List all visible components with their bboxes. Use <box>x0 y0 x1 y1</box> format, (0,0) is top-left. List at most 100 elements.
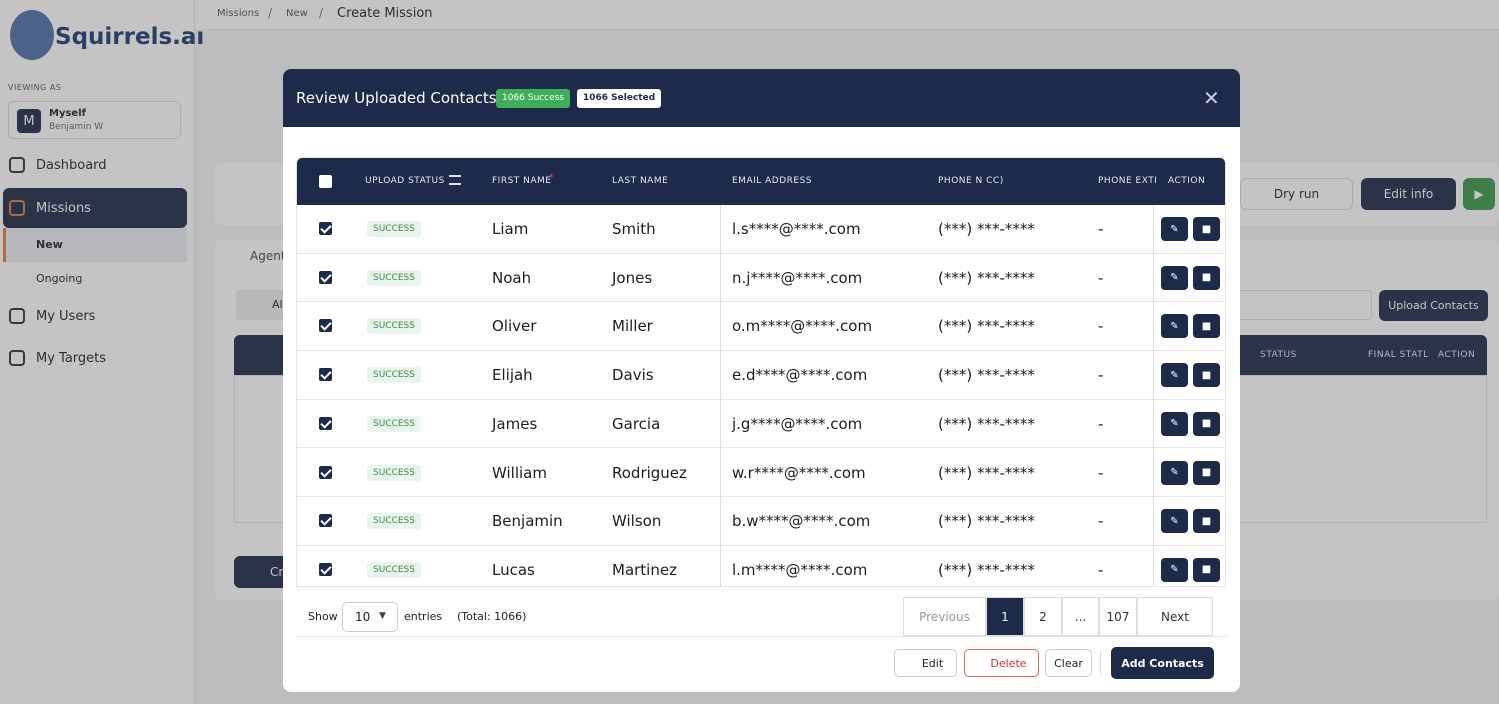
first-name: Oliver <box>492 317 537 336</box>
nav-icon <box>9 350 25 366</box>
row-checkbox[interactable] <box>319 416 332 430</box>
close-button[interactable]: ✕ <box>1203 86 1220 110</box>
delete-row-button[interactable]: ■ <box>1193 217 1220 241</box>
header-checkbox[interactable] <box>319 175 332 188</box>
breadcrumb[interactable]: New <box>286 8 308 19</box>
nav-item[interactable]: New <box>36 238 63 251</box>
row <box>297 351 1225 400</box>
edit-row-button[interactable]: ✎ <box>1161 314 1188 339</box>
row-checkbox[interactable] <box>319 465 332 479</box>
add-contacts-button[interactable]: Add Contacts <box>1111 647 1214 679</box>
edit-button[interactable]: Edit <box>894 649 957 677</box>
page-button[interactable]: ... <box>1062 597 1099 636</box>
row-checkbox[interactable] <box>319 319 332 333</box>
delete-row-button[interactable]: ■ <box>1193 557 1220 582</box>
nav-active <box>3 188 187 228</box>
edit-row-button[interactable]: ✎ <box>1161 217 1188 241</box>
footer-divider <box>296 636 1226 637</box>
breadcrumb[interactable]: Missions <box>217 8 260 19</box>
nav-item[interactable]: Ongoing <box>36 272 83 285</box>
edit-row-button[interactable]: ✎ <box>1161 460 1188 485</box>
row-checkbox[interactable] <box>319 222 332 235</box>
phone: (***) ***-**** <box>938 317 1035 336</box>
row <box>297 449 1225 498</box>
delete-row-button[interactable]: ■ <box>1193 460 1220 485</box>
page-button[interactable]: 107 <box>1099 597 1137 636</box>
nav-item[interactable]: Missions <box>36 201 91 216</box>
row-checkbox[interactable] <box>319 368 332 382</box>
phone-ext: - <box>1098 268 1104 287</box>
row-checkbox[interactable] <box>319 270 332 284</box>
delete-button[interactable]: Delete <box>964 649 1039 677</box>
page-button[interactable]: 1 <box>986 597 1024 636</box>
upload-contacts-button[interactable]: Upload Contacts <box>1379 290 1488 321</box>
user-name: Myself <box>49 108 86 119</box>
dry-run-button[interactable]: Dry run <box>1240 178 1353 210</box>
page-size-select[interactable]: 10 ▼ <box>342 602 398 632</box>
selected-badge: 1066 Selected <box>577 89 662 108</box>
phone: (***) ***-**** <box>938 366 1035 385</box>
row-checkbox[interactable] <box>319 562 332 576</box>
modal: Review Uploaded Contacts 1066 Success 10… <box>283 69 1240 692</box>
nav-item[interactable]: My Targets <box>36 351 107 366</box>
modal-title: Review Uploaded Contacts <box>296 89 497 107</box>
column-header[interactable]: PHONE N CC) <box>938 176 1004 186</box>
edit-row-button[interactable]: ✎ <box>1161 265 1188 290</box>
total: (Total: 1066) <box>457 610 527 623</box>
edit-info-button[interactable]: Edit info <box>1361 178 1456 210</box>
phone: (***) ***-**** <box>938 463 1035 482</box>
nav-icon <box>9 200 25 216</box>
column-header[interactable]: PHONE EXTI <box>1098 176 1158 186</box>
edit-row-button[interactable]: ✎ <box>1161 411 1188 436</box>
first-name: Benjamin <box>492 512 563 531</box>
play-button[interactable]: ▶ <box>1463 178 1495 210</box>
page-button[interactable]: 2 <box>1024 597 1062 636</box>
email: l.s****@****.com <box>732 220 861 238</box>
status-badge: SUCCESS <box>367 513 421 530</box>
nav-icon <box>9 157 25 173</box>
column-header: STATUS <box>1260 350 1297 360</box>
delete-row-button[interactable]: ■ <box>1193 509 1220 534</box>
nav-icon <box>9 308 25 324</box>
nav-item[interactable]: Dashboard <box>36 158 107 173</box>
status-badge: SUCCESS <box>367 561 421 578</box>
filter-icon[interactable] <box>449 175 461 185</box>
page-button[interactable]: Previous <box>903 597 986 636</box>
page-button[interactable]: Next <box>1137 597 1213 636</box>
edit-row-button[interactable]: ✎ <box>1161 509 1188 534</box>
separator: / <box>319 6 324 20</box>
phone: (***) ***-**** <box>938 414 1035 433</box>
column-header[interactable]: UPLOAD STATUS <box>365 176 445 186</box>
column-header[interactable]: EMAIL ADDRESS <box>732 176 813 186</box>
delete-row-button[interactable]: ■ <box>1193 363 1220 388</box>
user-subtitle: Benjamin W <box>49 122 104 132</box>
column-header[interactable]: LAST NAME <box>612 176 669 186</box>
clear-button[interactable]: Clear <box>1045 649 1092 677</box>
delete-row-button[interactable]: ■ <box>1193 411 1220 436</box>
first-name: Elijah <box>492 366 533 385</box>
logo <box>10 10 54 60</box>
nav-item[interactable]: My Users <box>36 309 96 324</box>
column-header[interactable]: FIRST NAME <box>492 176 552 186</box>
last-name: Rodriguez <box>612 463 687 482</box>
last-name: Martinez <box>612 560 677 579</box>
dropdown-arrow: ▼ <box>379 611 386 621</box>
delete-row-button[interactable]: ■ <box>1193 314 1220 339</box>
edit-row-button[interactable]: ✎ <box>1161 363 1188 388</box>
breadcrumb: Create Mission <box>337 6 433 21</box>
email: w.r****@****.com <box>732 463 866 482</box>
phone: (***) ***-**** <box>938 220 1035 238</box>
email: j.g****@****.com <box>732 414 863 433</box>
edit-row-button[interactable]: ✎ <box>1161 557 1188 582</box>
row-checkbox[interactable] <box>319 514 332 528</box>
modal-header <box>283 69 1240 127</box>
row <box>297 302 1225 352</box>
user-select[interactable]: M Myself Benjamin W <box>8 101 181 139</box>
column-header: FINAL STATL <box>1368 350 1429 360</box>
row <box>297 497 1225 546</box>
entries-label: entries <box>404 610 443 623</box>
tab[interactable]: Agent <box>250 249 286 263</box>
table-header <box>297 158 1225 205</box>
delete-row-button[interactable]: ■ <box>1193 265 1220 290</box>
